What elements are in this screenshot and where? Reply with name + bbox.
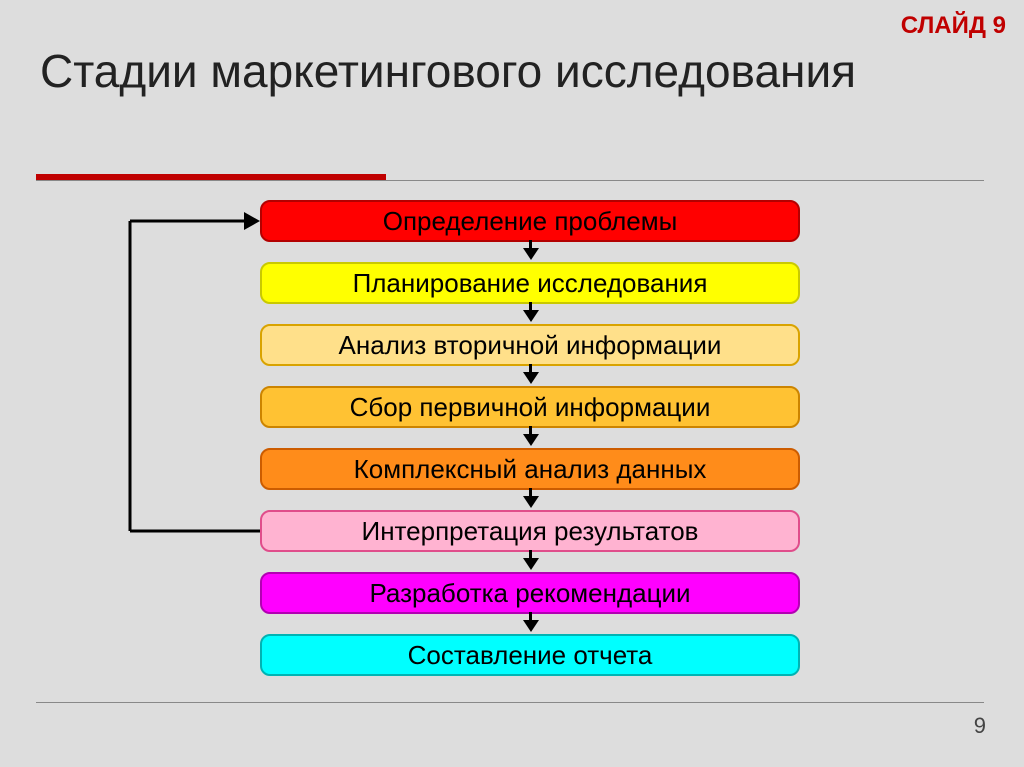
flow-step: Планирование исследования [260, 262, 800, 304]
flow-step: Составление отчета [260, 634, 800, 676]
flowchart: Определение проблемы Планирование исследо… [260, 200, 800, 676]
page-title: Стадии маркетингового исследования [40, 46, 856, 97]
flow-step-label: Комплексный анализ данных [354, 454, 707, 484]
flow-step-label: Разработка рекомендации [369, 578, 690, 608]
flow-step-label: Сбор первичной информации [350, 392, 711, 422]
flow-step-label: Определение проблемы [383, 206, 678, 236]
flow-step-label: Составление отчета [408, 640, 653, 670]
flow-step-label: Анализ вторичной информации [339, 330, 722, 360]
page-number: 9 [974, 713, 986, 739]
flow-step: Анализ вторичной информации [260, 324, 800, 366]
flow-step: Определение проблемы [260, 200, 800, 242]
flow-step: Комплексный анализ данных [260, 448, 800, 490]
flow-step: Интерпретация результатов [260, 510, 800, 552]
slide-number-top: СЛАЙД 9 [901, 12, 1006, 40]
flow-step: Разработка рекомендации [260, 572, 800, 614]
footer-divider [36, 702, 984, 703]
flow-step-label: Планирование исследования [353, 268, 708, 298]
title-underline-thin [36, 180, 984, 181]
flow-step: Сбор первичной информации [260, 386, 800, 428]
flow-step-label: Интерпретация результатов [362, 516, 699, 546]
